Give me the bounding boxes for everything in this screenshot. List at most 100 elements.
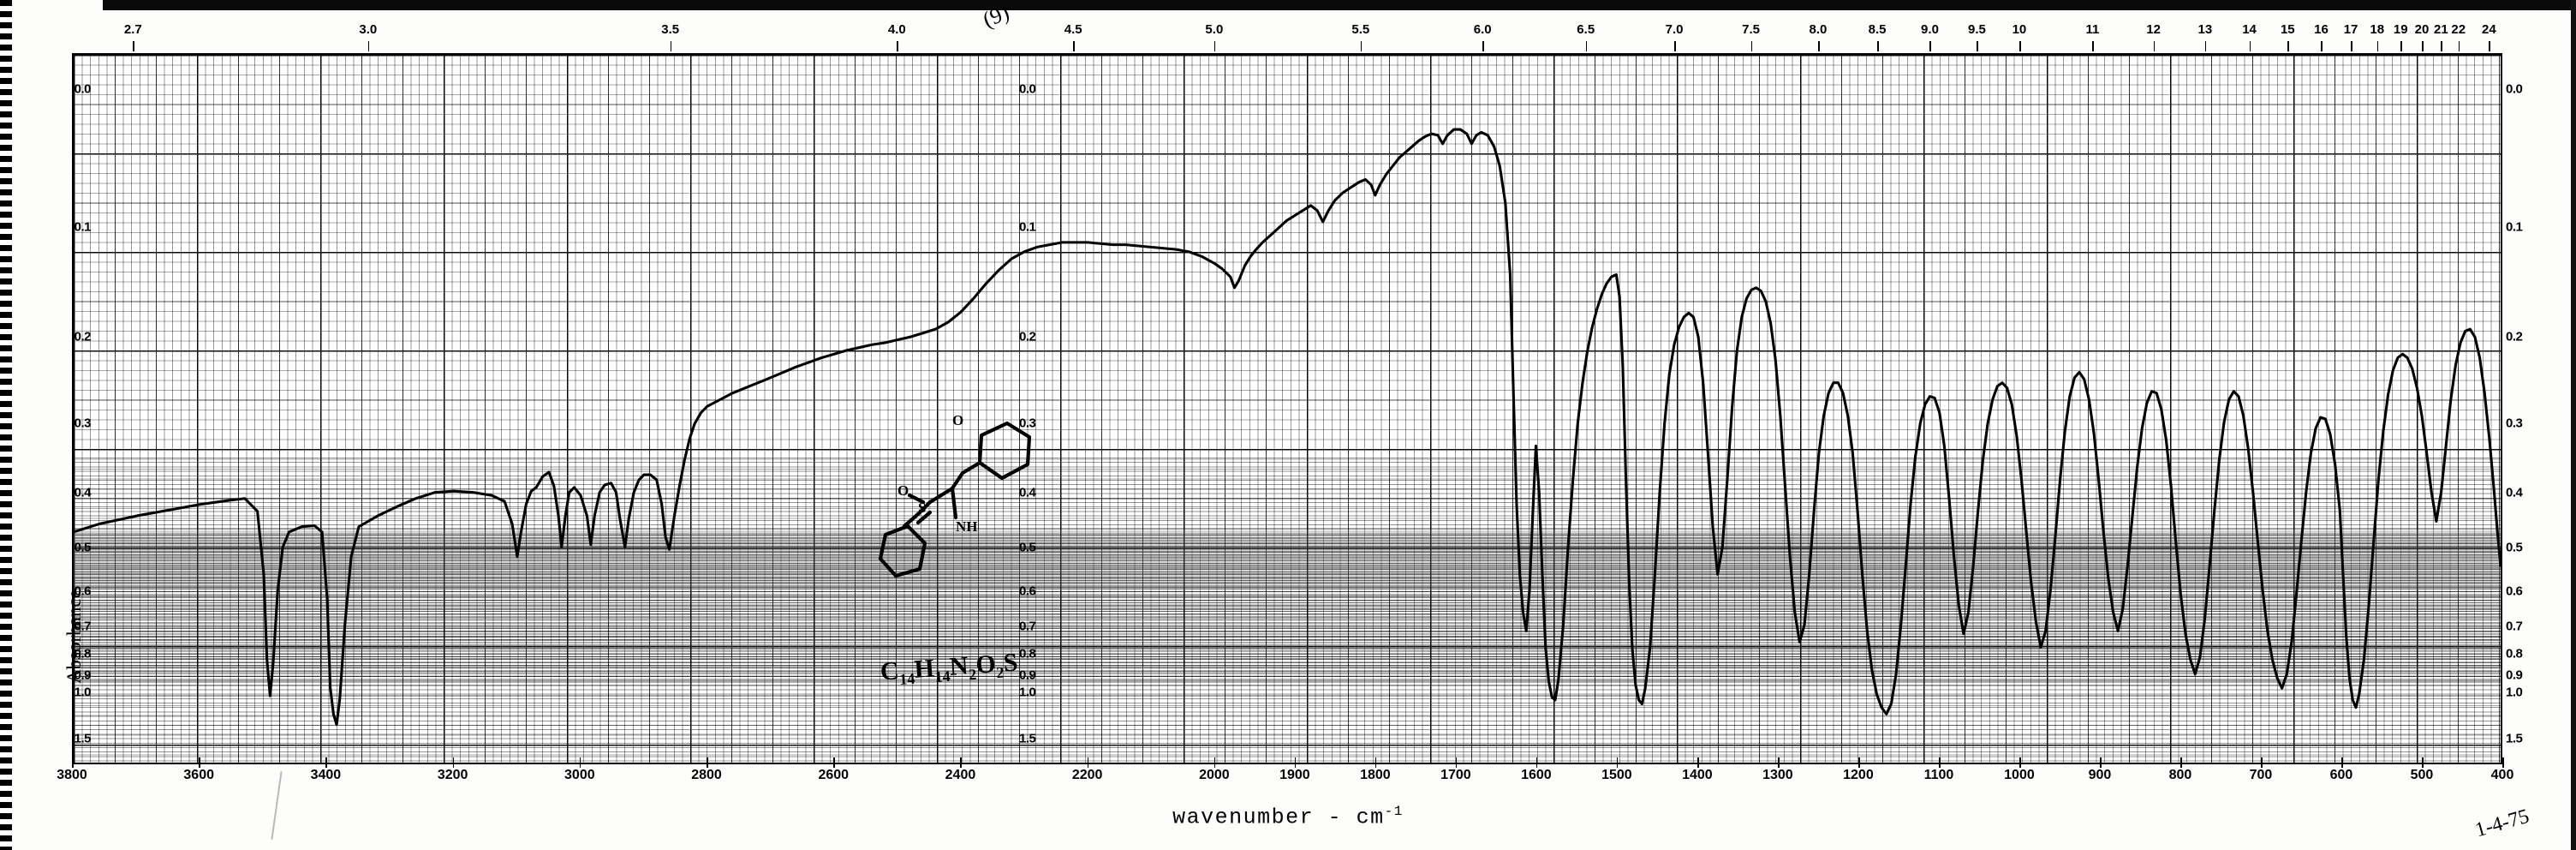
absorbance-tick-label: 1.0 — [2506, 685, 2523, 700]
top-tick-mark — [1877, 41, 1879, 51]
absorbance-tick-label: 0.8 — [74, 646, 92, 661]
top-tick-mark — [2249, 41, 2251, 51]
top-tick-label: 10 — [2012, 22, 2027, 37]
bottom-tick-label: 3600 — [183, 768, 214, 782]
bottom-tick-label: 400 — [2490, 768, 2514, 782]
top-tick-mark — [2458, 41, 2460, 51]
bottom-tick-mark — [1087, 757, 1089, 768]
top-tick-label: 4.5 — [1064, 22, 1082, 37]
bottom-tick-mark — [1696, 757, 1699, 768]
top-tick-mark — [1977, 41, 1979, 51]
bottom-tick-label: 1700 — [1440, 768, 1471, 782]
absorbance-scale-middle: 0.0 0.1 0.2 0.3 0.4 0.5 0.6 0.7 0.8 0.9 1.0 1.5 — [1019, 53, 1058, 764]
top-tick-mark — [1073, 41, 1075, 51]
bottom-tick-label: 3800 — [57, 768, 87, 782]
top-tick-label: 4.0 — [887, 22, 906, 37]
absorbance-scale-right: 0.0 0.1 0.2 0.3 0.4 0.5 0.6 0.7 0.8 0.9 1.0 1.5 — [2506, 53, 2545, 764]
bottom-tick-mark — [707, 757, 708, 768]
bottom-tick-mark — [2260, 757, 2263, 768]
bottom-tick-mark — [1294, 757, 1297, 768]
bottom-tick-mark — [1374, 757, 1377, 768]
bottom-tick-label: 2800 — [691, 768, 722, 782]
top-tick-mark — [1213, 41, 1216, 51]
absorbance-tick-label: 0.8 — [2506, 646, 2523, 661]
x-axis-title: wavenumber - cm-1 — [0, 804, 2576, 829]
spectrum-plot-area[interactable]: O O S NH C14H14N2O2S — [72, 53, 2502, 764]
bottom-tick-mark — [2421, 757, 2424, 768]
top-tick-mark — [1817, 41, 1820, 51]
absorbance-tick-label: 0.1 — [1019, 219, 1036, 235]
absorbance-tick-label: 0.4 — [74, 485, 92, 500]
top-tick-mark — [2321, 41, 2323, 51]
bottom-tick-label: 900 — [2088, 768, 2112, 782]
absorbance-tick-label: 1.5 — [74, 731, 92, 746]
top-tick-mark — [2376, 41, 2379, 51]
bottom-tick-label: 2400 — [945, 768, 976, 782]
absorbance-tick-label: 0.3 — [2506, 416, 2523, 431]
top-tick-mark — [2489, 41, 2490, 51]
absorbance-tick-label: 0.0 — [74, 81, 92, 97]
top-tick-mark — [1585, 41, 1588, 51]
top-tick-label: 21 — [2434, 22, 2448, 37]
top-tick-label: 6.5 — [1577, 22, 1595, 37]
top-tick-label: 22 — [2451, 22, 2466, 37]
top-tick-mark — [1750, 41, 1753, 51]
absorbance-tick-label: 0.3 — [1019, 416, 1036, 431]
absorbance-tick-label: 0.6 — [2506, 584, 2523, 599]
top-tick-label: 13 — [2197, 22, 2213, 37]
bottom-tick-label: 3000 — [564, 768, 595, 782]
absorbance-tick-label: 0.4 — [2506, 485, 2523, 500]
top-tick-label: 16 — [2314, 22, 2329, 37]
top-tick-label: 14 — [2242, 22, 2257, 37]
bottom-tick-mark — [1616, 757, 1619, 768]
top-tick-label: 3.0 — [359, 22, 378, 37]
bottom-tick-mark — [452, 757, 455, 768]
bottom-tick-label: 600 — [2329, 768, 2353, 782]
bottom-tick-mark — [2340, 757, 2343, 768]
bottom-tick-mark — [72, 757, 74, 768]
bottom-axis-tick-marks — [72, 757, 2504, 768]
absorbance-tick-label: 0.8 — [1019, 646, 1036, 661]
bottom-tick-mark — [579, 757, 581, 768]
top-axis-tick-labels: 2.7 3.0 3.5 4.0 4.5 5.0 5.5 6.0 6.5 7.0 7.5 8.0 8.5 9… — [72, 22, 2502, 41]
absorbance-tick-label: 0.2 — [74, 329, 92, 344]
top-tick-mark — [2153, 41, 2156, 51]
y-axis-title: Absorbance — [63, 590, 85, 684]
absorbance-tick-label: 0.9 — [1019, 667, 1036, 683]
top-tick-label: 6.0 — [1473, 22, 1492, 37]
bottom-tick-mark — [1455, 757, 1458, 768]
bottom-tick-mark — [2018, 757, 2021, 768]
top-tick-label: 11 — [2085, 22, 2100, 37]
bottom-tick-label: 1900 — [1279, 768, 1310, 782]
bottom-tick-mark — [1213, 757, 1216, 768]
absorbance-tick-label: 0.9 — [74, 667, 92, 683]
absorbance-tick-label: 0.6 — [74, 584, 92, 599]
bottom-tick-label: 2200 — [1071, 768, 1103, 782]
top-tick-mark — [2441, 41, 2442, 51]
bottom-tick-mark — [1535, 757, 1538, 768]
top-tick-label: 9.5 — [1968, 22, 1986, 37]
bottom-tick-label: 700 — [2249, 768, 2273, 782]
absorbance-tick-label: 0.0 — [2506, 81, 2523, 97]
top-tick-mark — [2018, 41, 2021, 51]
bottom-tick-label: 3400 — [310, 768, 342, 782]
bottom-tick-mark — [1938, 757, 1941, 768]
absorbance-tick-label: 0.5 — [2506, 540, 2523, 555]
top-tick-label: 20 — [2414, 22, 2430, 37]
top-tick-label: 8.5 — [1868, 22, 1887, 37]
bottom-tick-label: 1400 — [1682, 768, 1713, 782]
absorbance-tick-label: 0.1 — [2506, 219, 2523, 235]
bottom-tick-mark — [2099, 757, 2102, 768]
spectrum-trace-layer — [74, 128, 2501, 727]
bottom-tick-label: 800 — [2168, 768, 2192, 782]
bottom-tick-mark — [2179, 757, 2182, 768]
bottom-tick-label: 1000 — [2004, 768, 2035, 782]
absorbance-tick-label: 0.4 — [1019, 485, 1036, 500]
top-tick-mark — [2092, 41, 2094, 51]
top-tick-label: 18 — [2370, 22, 2385, 37]
top-tick-label: 8.0 — [1809, 22, 1828, 37]
bottom-tick-mark — [199, 757, 200, 768]
top-tick-mark — [1929, 41, 1932, 51]
absorbance-tick-label: 0.9 — [2506, 667, 2523, 683]
